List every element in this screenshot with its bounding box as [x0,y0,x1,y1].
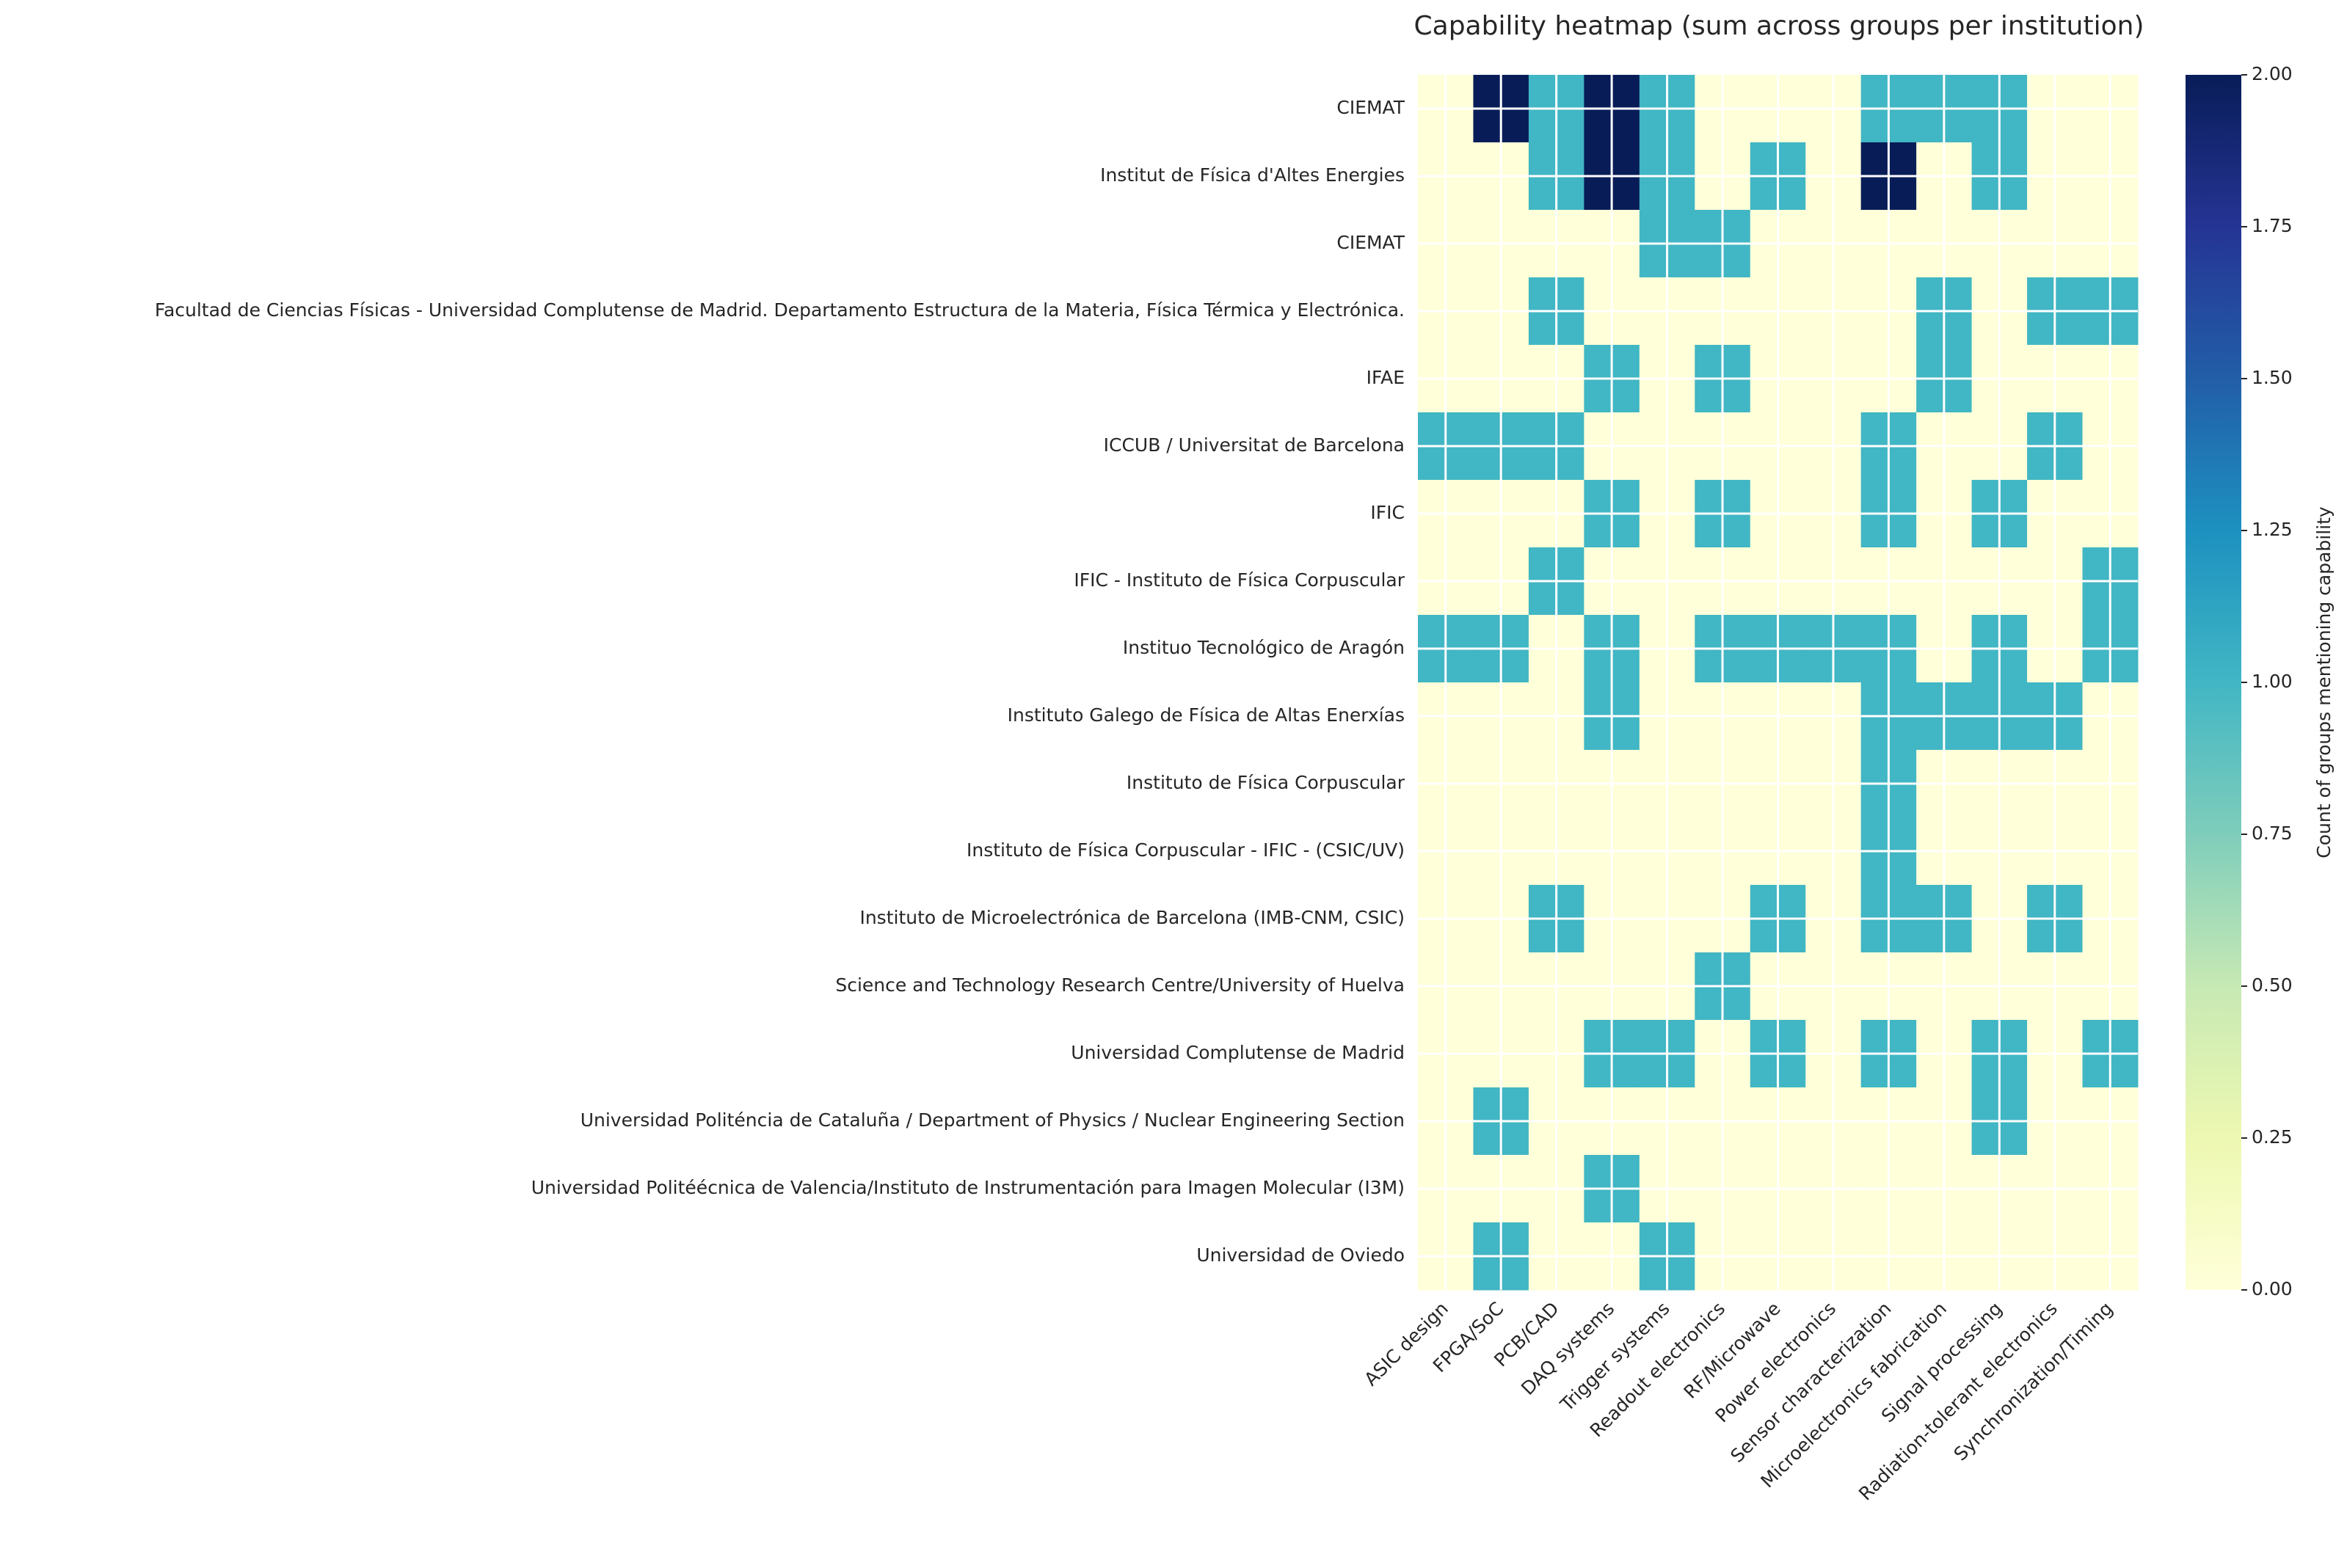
chart-title: Capability heatmap (sum across groups pe… [1414,11,2144,41]
y-tick-label: Instituo Tecnológico de Aragón [1123,637,1405,658]
colorbar-tick-label: 1.75 [2252,215,2293,236]
y-tick-label: IFIC [1370,502,1405,523]
y-tick-label: Instituto de Microelectrónica de Barcelo… [859,907,1405,928]
y-tick-label: ICCUB / Universitat de Barcelona [1104,434,1405,456]
y-tick-label: Universidad de Oviedo [1196,1244,1405,1266]
colorbar-tick-label: 0.00 [2252,1278,2293,1299]
y-tick-label: Instituto Galego de Física de Altas Ener… [1008,704,1405,726]
y-tick-label: CIEMAT [1336,232,1405,253]
y-tick-label: Facultad de Ciencias Físicas - Universid… [155,299,1405,321]
colorbar-tick-label: 0.25 [2252,1126,2293,1148]
y-tick-label: Instituto de Física Corpuscular [1127,772,1405,793]
y-tick-label: Instituto de Física Corpuscular - IFIC -… [967,839,1405,861]
colorbar-label: Count of groups mentioning capability [2313,506,2335,858]
y-tick-label: IFAE [1367,367,1405,388]
colorbar-tick-label: 1.00 [2252,671,2293,692]
y-tick-label: Universidad Complutense de Madrid [1071,1042,1405,1063]
y-tick-label: Universidad Politéncia de Cataluña / Dep… [581,1109,1405,1131]
colorbar-tick-label: 0.75 [2252,823,2293,844]
y-tick-label: IFIC - Instituto de Física Corpuscular [1074,569,1405,591]
y-tick-label: CIEMAT [1336,97,1405,118]
x-tick-label: RF/Microwave [1680,1298,1785,1403]
x-tick-label: ASIC design [1360,1298,1452,1390]
y-tick-label: Institut de Física d'Altes Energies [1100,164,1405,186]
colorbar [2186,75,2241,1290]
colorbar-tick-label: 1.25 [2252,519,2293,540]
colorbar-tick-label: 2.00 [2252,63,2293,84]
colorbar-tick-label: 1.50 [2252,367,2293,388]
y-tick-label: Science and Technology Research Centre/U… [835,974,1405,996]
colorbar-tick-label: 0.50 [2252,974,2293,996]
x-tick-label: Radiation-tolerant electronics [1855,1298,2062,1505]
y-tick-label: Universidad Politéécnica de Valencia/Ins… [531,1177,1405,1198]
